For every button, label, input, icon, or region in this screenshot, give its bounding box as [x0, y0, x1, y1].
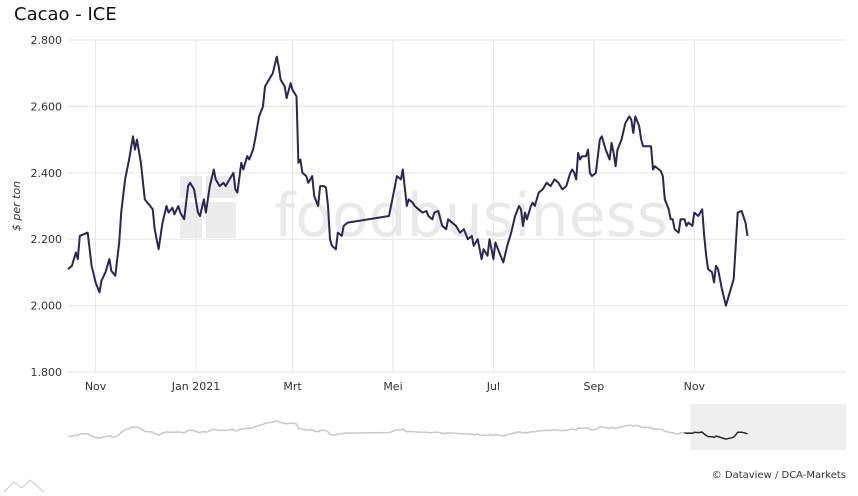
x-tick-label: Jan 2021	[171, 380, 220, 393]
y-tick-label: 1.800	[31, 366, 63, 379]
x-tick-label: Mrt	[283, 380, 302, 393]
y-tick-label: 2.800	[31, 34, 63, 47]
y-axis-label: $ per ton	[10, 181, 23, 231]
y-tick-label: 2.600	[31, 100, 63, 113]
credit-text: © Dataview / DCA-Markets	[711, 470, 846, 481]
navigator[interactable]	[67, 404, 846, 450]
navigator-series-selected	[684, 431, 748, 440]
series-line	[67, 55, 749, 307]
navigator-selection[interactable]	[690, 404, 846, 450]
y-tick-label: 2.200	[31, 233, 63, 246]
x-tick-label: Sep	[584, 380, 605, 393]
y-axis: 1.800 2.000 2.200 2.400 2.600 2.800	[31, 34, 63, 379]
mountain-icon	[3, 479, 45, 493]
x-tick-label: Mei	[383, 380, 402, 393]
y-tick-label: 2.000	[31, 300, 63, 313]
x-tick-label: Nov	[85, 380, 107, 393]
chart-title: Cacao - ICE	[14, 4, 117, 25]
x-axis: Nov Jan 2021 Mrt Mei Jul Sep Nov	[85, 380, 706, 393]
x-tick-label: Nov	[684, 380, 706, 393]
y-tick-label: 2.400	[31, 167, 63, 180]
x-tick-label: Jul	[486, 380, 500, 393]
watermark: foodbusiness	[180, 176, 668, 251]
watermark-text: foodbusiness	[274, 181, 668, 251]
navigator-series	[67, 420, 689, 439]
grid	[68, 39, 846, 373]
